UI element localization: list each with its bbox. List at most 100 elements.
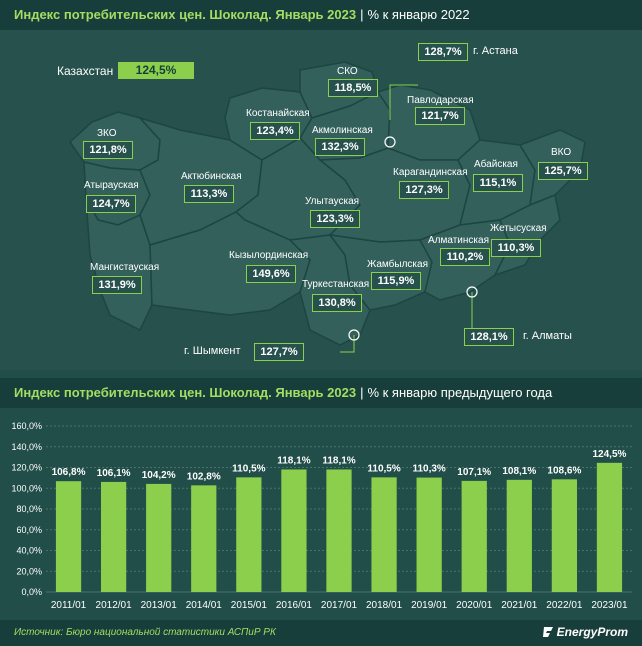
region-label-pavlodar: Павлодарская xyxy=(407,95,474,106)
kazakhstan-label: Казахстан xyxy=(57,64,114,78)
footer: Источник: Бюро национальной статистики А… xyxy=(0,620,642,646)
y-tick-label: 60,0% xyxy=(16,525,42,535)
region-value-pavlodar: 121,7% xyxy=(415,107,465,125)
region-value-atyrau: 124,7% xyxy=(86,195,136,213)
region-label-zhetysu: Жетысуская xyxy=(490,223,547,234)
bar-value-label: 110,5% xyxy=(232,463,265,474)
bar xyxy=(551,479,578,592)
bar xyxy=(596,462,623,592)
region-value-akmola: 132,3% xyxy=(315,138,365,156)
region-label-akmola: Акмолинская xyxy=(312,125,373,136)
city-value-shymkent: 127,7% xyxy=(254,343,304,361)
y-tick-label: 100,0% xyxy=(11,483,42,493)
bar-value-label: 108,1% xyxy=(502,466,536,477)
bar xyxy=(506,479,532,592)
region-label-aktobe: Актюбинская xyxy=(181,171,242,182)
y-tick-label: 40,0% xyxy=(16,546,42,556)
bar-value-label: 108,6% xyxy=(547,465,581,476)
region-value-mangistau: 131,9% xyxy=(92,276,142,294)
region-label-almaty: Алматинская xyxy=(428,235,489,246)
region-label-abai: Абайская xyxy=(474,159,518,170)
bar-value-label: 110,3% xyxy=(412,464,445,475)
map-title-separator: | xyxy=(360,7,364,22)
region-value-ulytau: 123,3% xyxy=(310,210,360,228)
city-value-almaty: 128,1% xyxy=(464,328,514,346)
kazakhstan-value: 124,5% xyxy=(118,62,194,79)
bar xyxy=(371,477,397,592)
bar xyxy=(281,469,307,592)
region-label-zko: ЗКО xyxy=(97,128,117,139)
shymkent-connector xyxy=(340,335,355,353)
bar xyxy=(416,477,442,592)
astana-marker-icon xyxy=(384,136,396,148)
map-title: Индекс потребительских цен. Шоколад. Янв… xyxy=(14,7,357,22)
region-label-turkestan: Туркестанская xyxy=(302,279,370,290)
bar-value-label: 118,1% xyxy=(322,455,355,466)
x-tick-label: 2014/01 xyxy=(186,600,223,611)
x-tick-label: 2018/01 xyxy=(366,600,403,611)
bar-value-label: 110,5% xyxy=(367,463,400,474)
x-tick-label: 2015/01 xyxy=(231,600,268,611)
bar xyxy=(191,485,217,592)
x-tick-label: 2023/01 xyxy=(591,600,628,611)
shymkent-marker-icon xyxy=(348,329,360,341)
x-tick-label: 2016/01 xyxy=(276,600,313,611)
region-label-zhambyl: Жамбылская xyxy=(367,259,428,270)
chart-panel: 0,0% 20,0% 40,0% 60,0% 80,0% 100,0% 120,0% 140,… xyxy=(0,408,642,620)
x-tick-label: 2011/01 xyxy=(51,600,87,611)
region-label-sko: СКО xyxy=(337,66,358,77)
region-label-kostanay: Костанайская xyxy=(246,108,310,119)
region-value-vko: 125,7% xyxy=(538,162,588,180)
region-label-mangistau: Мангистауская xyxy=(90,262,160,273)
region-value-karaganda: 127,3% xyxy=(399,181,449,199)
bar xyxy=(326,469,352,592)
astana-connector xyxy=(389,84,418,120)
region-value-almaty: 110,2% xyxy=(440,248,490,266)
region-value-zhetysu: 110,3% xyxy=(491,239,541,257)
bar-value-label: 124,5% xyxy=(593,449,627,460)
y-tick-label: 140,0% xyxy=(11,442,42,452)
region-value-zko: 121,8% xyxy=(83,141,133,159)
y-tick-label: 120,0% xyxy=(11,463,42,473)
region-value-kyzylorda: 149,6% xyxy=(246,265,296,283)
x-tick-label: 2019/01 xyxy=(411,600,448,611)
almaty-connector xyxy=(471,292,474,331)
x-tick-label: 2022/01 xyxy=(546,600,583,611)
source-note: Источник: Бюро национальной статистики А… xyxy=(14,627,276,638)
region-label-vko: ВКО xyxy=(551,147,572,158)
region-value-kostanay: 123,4% xyxy=(250,122,300,140)
region-value-sko: 118,5% xyxy=(328,79,378,97)
x-tick-label: 2020/01 xyxy=(456,600,493,611)
x-tick-label: 2013/01 xyxy=(141,600,178,611)
x-tick-label: 2017/01 xyxy=(321,600,358,611)
region-value-turkestan: 130,8% xyxy=(312,294,362,312)
bar-value-label: 106,1% xyxy=(97,468,131,479)
bar-value-label: 107,1% xyxy=(457,467,491,478)
energyprom-logo: EnergyProm xyxy=(542,625,628,639)
map-title-bar: Индекс потребительских цен. Шоколад. Янв… xyxy=(0,0,642,30)
y-tick-label: 20,0% xyxy=(16,566,42,576)
chart-title-bar: Индекс потребительских цен. Шоколад. Янв… xyxy=(0,378,642,408)
logo-text: EnergyProm xyxy=(556,625,628,639)
chart-title-separator: | xyxy=(360,385,364,400)
region-label-kyzylorda: Кызылординская xyxy=(229,250,309,261)
city-label-almaty: г. Алматы xyxy=(523,330,572,342)
chart-title: Индекс потребительских цен. Шоколад. Янв… xyxy=(14,385,357,400)
y-tick-label: 0,0% xyxy=(21,587,42,597)
bar xyxy=(461,480,487,592)
region-value-aktobe: 113,3% xyxy=(184,185,234,203)
map-panel: Казахстан 124,5% ЗКО 121,8% Атырауская 1… xyxy=(0,30,642,370)
city-label-astana: г. Астана xyxy=(473,45,518,57)
bar xyxy=(55,481,82,592)
bar xyxy=(236,477,262,592)
region-label-atyrau: Атырауская xyxy=(84,180,139,191)
bar-chart: 0,0% 20,0% 40,0% 60,0% 80,0% 100,0% 120,0% 140,… xyxy=(11,421,632,611)
bar xyxy=(100,481,127,592)
chart-subtitle: % к январю предыдущего года xyxy=(367,385,553,400)
region-label-karaganda: Карагандинская xyxy=(393,167,468,178)
region-label-ulytau: Улытауская xyxy=(305,196,360,207)
logo-icon xyxy=(542,627,553,637)
bar-value-label: 102,8% xyxy=(187,471,221,482)
x-tick-label: 2021/01 xyxy=(501,600,538,611)
